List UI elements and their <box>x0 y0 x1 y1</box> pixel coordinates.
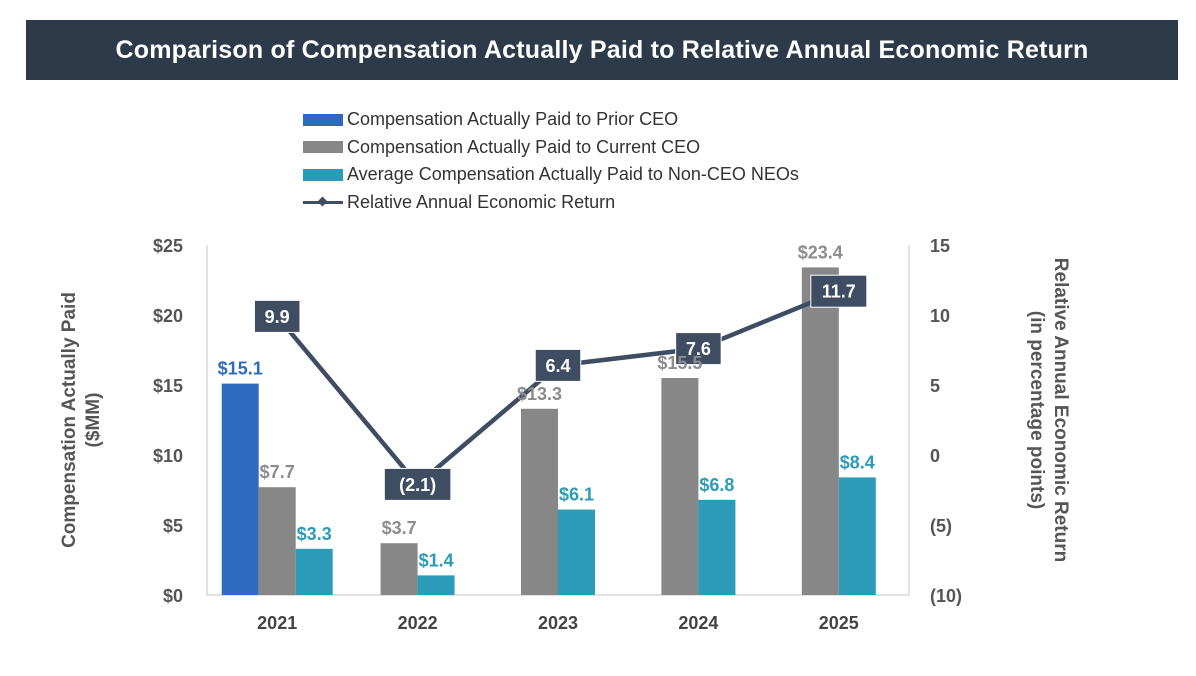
y-left-tick-label: $25 <box>153 236 183 256</box>
labels-group: $15.1 $7.7 $3.3 $3.7$1.4 $13.3 $6.1 $15.5 $6.8 $… <box>218 242 875 570</box>
bar-data-label: $6.1 <box>559 485 594 505</box>
y-left-axis-title-line1: Compensation Actually Paid <box>59 292 80 548</box>
line-point-marker <box>383 467 452 501</box>
bar-data-label: $15.1 <box>218 359 263 379</box>
bar-data-label: $13.3 <box>517 384 562 404</box>
legend-label-current-ceo: Compensation Actually Paid to Current CE… <box>347 136 701 157</box>
bar-data-label: $6.8 <box>699 475 734 495</box>
bar-data-label: $15.5 <box>657 353 702 373</box>
legend-swatch-economic-return <box>303 196 343 208</box>
x-category-label: 2025 <box>819 613 859 633</box>
legend-item-prior-ceo: Compensation Actually Paid to Prior CEO <box>303 106 799 134</box>
line-data-label: 9.9 <box>265 307 290 327</box>
bar-2-2025 <box>838 477 876 595</box>
line-point-marker <box>253 299 301 333</box>
legend-item-current-ceo: Compensation Actually Paid to Current CE… <box>303 134 799 162</box>
legend-swatch-current-ceo <box>303 141 343 154</box>
line-point-marker <box>810 274 868 308</box>
bar-1-2023 <box>521 408 558 595</box>
y-left-tick-label: $5 <box>163 516 183 536</box>
legend-swatch-prior-ceo <box>303 113 343 126</box>
legend-item-economic-return: Relative Annual Economic Return <box>303 189 799 217</box>
axes-group: $0 $5 $10 $15 $20 $25 (10) (5) 0 5 10 15 2021 2022 202… <box>59 236 1071 633</box>
x-category-label: 2022 <box>398 613 438 633</box>
bar-2-2022 <box>417 575 455 595</box>
y-right-tick-label: (5) <box>930 516 952 536</box>
bar-data-label: $1.4 <box>419 550 454 570</box>
y-left-axis-title-line2: ($MM) <box>83 393 104 448</box>
bar-1-2025 <box>801 267 839 595</box>
bar-data-label: $7.7 <box>260 462 295 482</box>
legend-item-non-ceo-neos: Average Compensation Actually Paid to No… <box>303 161 799 189</box>
legend: Compensation Actually Paid to Prior CEO … <box>303 106 799 216</box>
y-left-tick-label: $10 <box>153 446 183 466</box>
bar-2-2023 <box>558 509 595 595</box>
line-data-label: 6.4 <box>545 356 570 376</box>
bar-1-2024 <box>661 378 699 595</box>
legend-swatch-non-ceo-neos <box>303 168 343 181</box>
y-right-axis-title-line1: Relative Annual Economic Return <box>1050 258 1071 562</box>
y-right-axis-title: Relative Annual Economic Return(in perce… <box>1026 258 1071 562</box>
y-right-axis-title-line2: (in percentage points) <box>1026 311 1047 509</box>
y-left-axis-title: Compensation Actually Paid ($MM) <box>59 292 104 548</box>
line-point-marker <box>675 332 722 366</box>
bar-2-2024 <box>698 499 736 595</box>
legend-label-non-ceo-neos: Average Compensation Actually Paid to No… <box>347 164 799 185</box>
bar-1-2021 <box>258 487 296 595</box>
legend-label-prior-ceo: Compensation Actually Paid to Prior CEO <box>347 109 679 130</box>
y-right-tick-label: 15 <box>930 236 950 256</box>
line-group: 9.9 (2.1) 6.4 7.6 11.7 <box>253 274 868 501</box>
y-right-tick-label: (10) <box>930 586 962 606</box>
x-category-label: 2023 <box>538 613 578 633</box>
line-point-marker <box>534 348 582 382</box>
bar-data-label: $23.4 <box>798 242 843 262</box>
y-right-tick-label: 10 <box>930 306 950 326</box>
y-right-tick-label: 0 <box>930 446 940 466</box>
chart-title: Comparison of Compensation Actually Paid… <box>26 20 1178 80</box>
bars-group <box>221 267 876 595</box>
bar-data-label: $3.3 <box>297 524 332 544</box>
x-category-label: 2024 <box>678 613 718 633</box>
line-data-label: 11.7 <box>822 282 856 302</box>
x-category-label: 2021 <box>257 613 297 633</box>
y-right-tick-label: 5 <box>930 376 940 396</box>
legend-label-economic-return: Relative Annual Economic Return <box>347 191 616 212</box>
y-left-tick-label: $20 <box>153 306 183 326</box>
line-data-label: 7.6 <box>686 339 711 359</box>
bar-data-label: $8.4 <box>840 452 875 472</box>
y-left-tick-label: $15 <box>153 376 183 396</box>
y-left-tick-label: $0 <box>163 586 183 606</box>
bar-0-2021 <box>221 383 259 595</box>
bar-2-2021 <box>295 548 333 595</box>
bar-1-2022 <box>380 543 418 595</box>
line-data-label: (2.1) <box>399 475 436 495</box>
bar-data-label: $3.7 <box>382 518 417 538</box>
